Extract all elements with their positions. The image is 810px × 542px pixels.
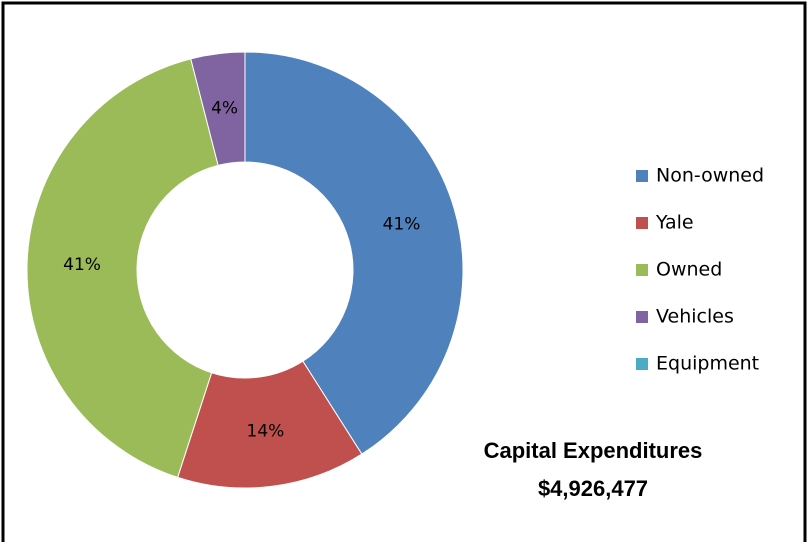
donut-slice (177, 360, 363, 489)
legend-swatch (636, 358, 648, 370)
donut-slice (26, 58, 219, 478)
legend-label: Yale (655, 212, 694, 234)
data-label: 41% (383, 215, 421, 235)
data-label: 4% (211, 98, 238, 118)
donut-slice (190, 51, 246, 167)
legend-label: Non-owned (656, 165, 764, 187)
legend-swatch (636, 217, 648, 229)
legend-swatch (636, 170, 648, 182)
legend-label: Owned (656, 259, 722, 281)
donut-slice (244, 51, 464, 455)
legend-swatch (636, 311, 648, 323)
data-label: 41% (63, 255, 101, 275)
chart-title: Capital Expenditures (484, 438, 703, 463)
chart-subtitle: $4,926,477 (538, 476, 648, 501)
legend-label: Vehicles (656, 306, 734, 328)
legend-swatch (636, 264, 648, 276)
data-label: 14% (247, 422, 285, 442)
legend-label: Equipment (656, 353, 759, 375)
